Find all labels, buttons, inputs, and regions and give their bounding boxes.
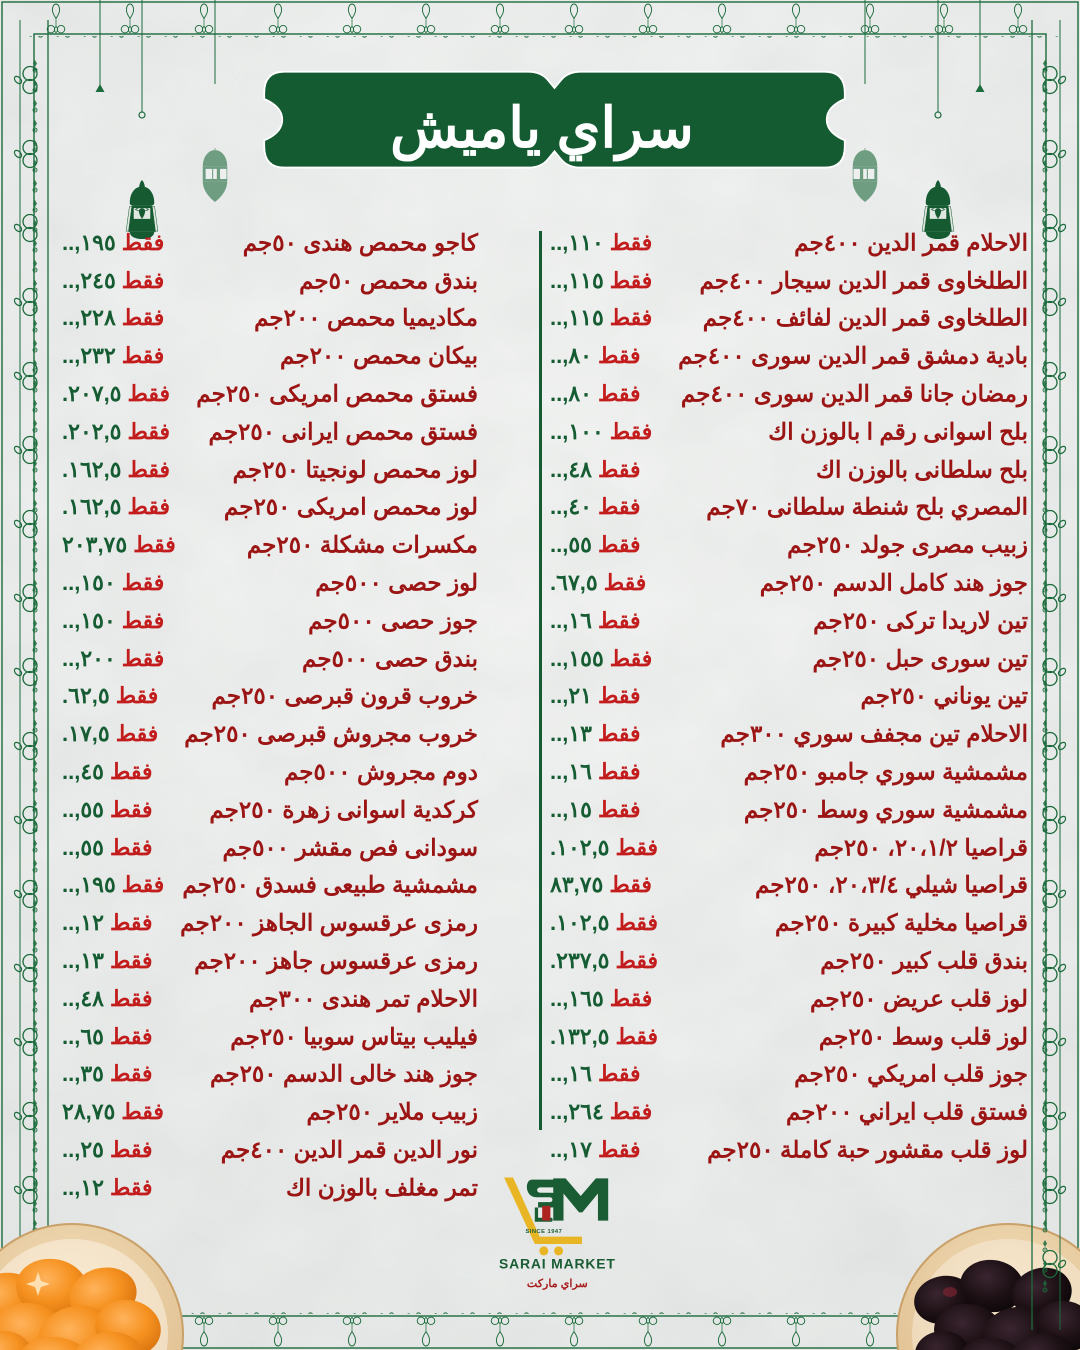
svg-text:SARAI MARKET: SARAI MARKET <box>499 1256 616 1272</box>
svg-text:سراي ماركت: سراي ماركت <box>527 1278 588 1291</box>
svg-text:SINCE 1947: SINCE 1947 <box>525 1229 562 1235</box>
